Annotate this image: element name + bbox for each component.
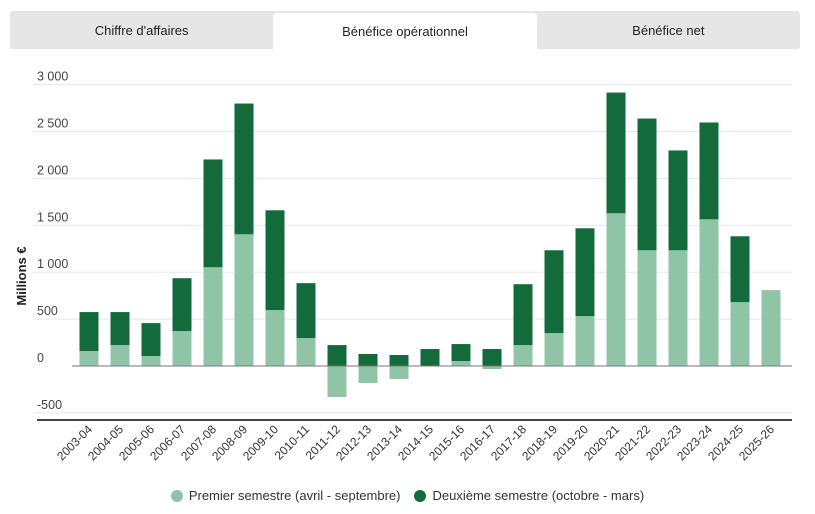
bar-first-half xyxy=(327,366,347,397)
y-tick-label: 2 000 xyxy=(37,163,68,177)
bar-second-half xyxy=(265,210,285,311)
bar-second-half xyxy=(482,349,502,366)
bar-second-half xyxy=(141,323,161,357)
y-axis-label: Millions € xyxy=(14,246,29,305)
bar-first-half xyxy=(730,302,750,366)
bar-second-half xyxy=(575,228,595,317)
bar-second-half xyxy=(110,312,130,346)
y-tick-label: 0 xyxy=(37,351,44,365)
legend-dot-second-half xyxy=(414,489,427,502)
bar-first-half xyxy=(699,219,719,366)
x-tick-label: 2025-26 xyxy=(736,422,777,463)
bar-second-half xyxy=(637,118,657,251)
bar-second-half xyxy=(234,103,254,235)
bar-first-half xyxy=(575,316,595,366)
bar-first-half xyxy=(637,250,657,366)
tab-benefice-net[interactable]: Bénéfice net xyxy=(632,22,705,38)
y-tick-label: 1 500 xyxy=(37,210,68,224)
bar-second-half xyxy=(358,353,378,366)
bar-first-half xyxy=(141,356,161,366)
bar-first-half xyxy=(172,331,192,366)
bar-second-half xyxy=(389,355,409,366)
bar-first-half xyxy=(234,234,254,366)
bar-first-half xyxy=(79,350,99,366)
bar-first-half xyxy=(482,366,502,370)
y-tick-label: -500 xyxy=(37,398,62,412)
bar-first-half xyxy=(203,267,223,366)
bar-second-half xyxy=(730,236,750,303)
bar-second-half xyxy=(513,284,533,346)
y-tick-label: 3 000 xyxy=(37,70,68,84)
bar-second-half xyxy=(606,92,626,214)
bar-first-half xyxy=(389,366,409,379)
legend: Premier semestre (avril - septembre) Deu… xyxy=(0,488,815,503)
y-tick-label: 1 000 xyxy=(37,257,68,271)
bar-second-half xyxy=(544,250,564,334)
tab-bar: Chiffre d'affaires Bénéfice opérationnel… xyxy=(10,11,800,49)
bar-second-half xyxy=(699,122,719,220)
bar-first-half xyxy=(513,345,533,366)
bar-second-half xyxy=(296,283,316,339)
legend-dot-first-half xyxy=(170,489,183,502)
bar-first-half xyxy=(358,366,378,383)
bar-second-half xyxy=(451,344,471,362)
legend-label-first-half: Premier semestre (avril - septembre) xyxy=(188,488,401,503)
bar-first-half xyxy=(544,333,564,366)
bar-first-half xyxy=(606,213,626,366)
bar-first-half xyxy=(761,290,781,366)
tab-chiffre-affaires[interactable]: Chiffre d'affaires xyxy=(94,22,189,38)
y-tick-label: 500 xyxy=(37,304,58,318)
bar-second-half xyxy=(327,345,347,366)
tab-benefice-operationnel[interactable]: Bénéfice opérationnel xyxy=(273,13,537,49)
legend-item-second-half[interactable]: Deuxième semestre (octobre - mars) xyxy=(414,488,644,503)
bar-first-half xyxy=(296,338,316,366)
bar-second-half xyxy=(668,150,688,251)
legend-label-second-half: Deuxième semestre (octobre - mars) xyxy=(432,488,645,503)
bar-first-half xyxy=(668,250,688,366)
bar-first-half xyxy=(451,361,471,366)
legend-item-first-half[interactable]: Premier semestre (avril - septembre) xyxy=(170,488,401,503)
bar-second-half xyxy=(79,312,99,351)
bar-first-half xyxy=(265,310,285,366)
bar-first-half xyxy=(110,345,130,366)
bar-second-half xyxy=(203,159,223,268)
bar-second-half xyxy=(420,349,440,366)
y-tick-label: 2 500 xyxy=(37,117,68,131)
bar-second-half xyxy=(172,278,192,332)
